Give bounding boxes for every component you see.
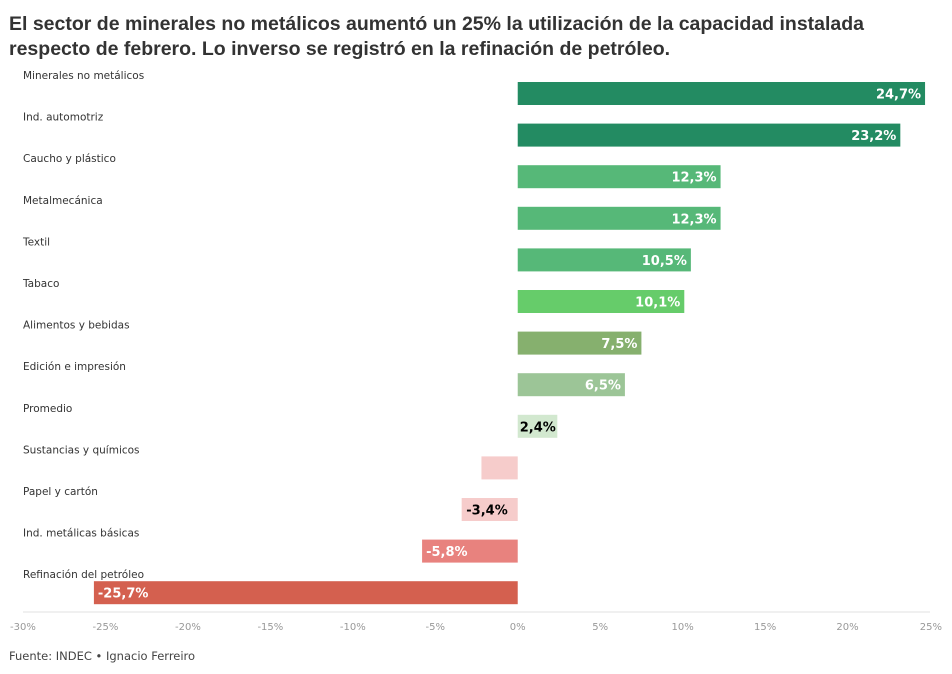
bar-papel-y-carton <box>461 498 518 521</box>
value-label-alimentos-y-bebidas: 7,5% <box>601 337 637 352</box>
value-label-metalmecanica: 12,3% <box>671 212 716 227</box>
bars-layer <box>93 82 926 605</box>
category-label-refinacion-del-petroleo: Refinación del petróleo <box>23 569 144 581</box>
x-tick-label: 10% <box>672 622 694 633</box>
x-tick-label: -10% <box>340 622 366 633</box>
category-label-minerales-no-metalicos: Minerales no metálicos <box>23 70 144 82</box>
value-label-textil: 10,5% <box>642 254 687 269</box>
x-tick-label: 0% <box>510 622 526 633</box>
bar-caucho-y-plastico <box>517 165 721 189</box>
value-label-ind-metalicas-basicas: -5,8% <box>426 545 467 560</box>
category-label-ind-automotriz: Ind. automotriz <box>23 112 104 124</box>
chart-title: El sector de minerales no metálicos aume… <box>9 13 865 60</box>
x-tick-label: -20% <box>175 622 201 633</box>
value-label-caucho-y-plastico: 12,3% <box>671 171 716 186</box>
x-tick-label: 5% <box>592 622 608 633</box>
category-label-ind-metalicas-basicas: Ind. metálicas básicas <box>23 528 139 540</box>
category-label-papel-y-carton: Papel y cartón <box>23 486 98 498</box>
category-label-edicion-e-impresion: Edición e impresión <box>23 361 126 373</box>
bar-tabaco <box>517 290 685 313</box>
category-label-sustancias-y-quimicos: Sustancias y químicos <box>23 444 140 456</box>
category-label-textil: Textil <box>22 236 50 248</box>
bar-ind-automotriz <box>517 123 901 147</box>
x-tick-label: -30% <box>10 622 36 633</box>
category-label-promedio: Promedio <box>23 403 72 415</box>
x-tick-label: -5% <box>426 622 445 633</box>
value-label-minerales-no-metalicos: 24,7% <box>876 88 921 103</box>
source-note: Fuente: INDEC • Ignacio Ferreiro <box>9 649 196 663</box>
x-tick-label: 25% <box>920 622 942 633</box>
value-label-tabaco: 10,1% <box>635 296 680 311</box>
value-label-ind-automotriz: 23,2% <box>851 129 896 144</box>
category-label-tabaco: Tabaco <box>22 278 59 290</box>
value-label-papel-y-carton: -3,4% <box>466 504 507 519</box>
x-axis-ticks: -30% -25% -20% -15% -10% -5% 0% 5% 10% 15% 20% 25% <box>10 622 942 633</box>
x-tick-label: 20% <box>836 622 858 633</box>
bar-sustancias-y-quimicos <box>481 456 518 480</box>
value-label-promedio: 2,4% <box>520 420 556 435</box>
bar-promedio <box>517 414 558 438</box>
x-tick-label: -15% <box>257 622 283 633</box>
bar-alimentos-y-bebidas <box>517 331 642 355</box>
bar-refinacion-del-petroleo <box>93 581 518 605</box>
bar-metalmecanica <box>517 206 721 230</box>
bar-textil <box>517 248 691 272</box>
bar-minerales-no-metalicos <box>517 82 926 105</box>
category-label-metalmecanica: Metalmecánica <box>23 195 103 207</box>
category-label-alimentos-y-bebidas: Alimentos y bebidas <box>23 320 130 332</box>
x-tick-label: -25% <box>93 622 119 633</box>
x-tick-label: 15% <box>754 622 776 633</box>
value-label-edicion-e-impresion: 6,5% <box>585 379 621 394</box>
labels-layer: Minerales no metálicos 24,7% Ind. automotr… <box>22 70 921 602</box>
bar-ind-metalicas-basicas <box>422 539 518 563</box>
value-label-refinacion-del-petroleo: -25,7% <box>98 587 149 602</box>
category-label-caucho-y-plastico: Caucho y plástico <box>23 153 116 165</box>
bar-edicion-e-impresion <box>517 373 625 397</box>
